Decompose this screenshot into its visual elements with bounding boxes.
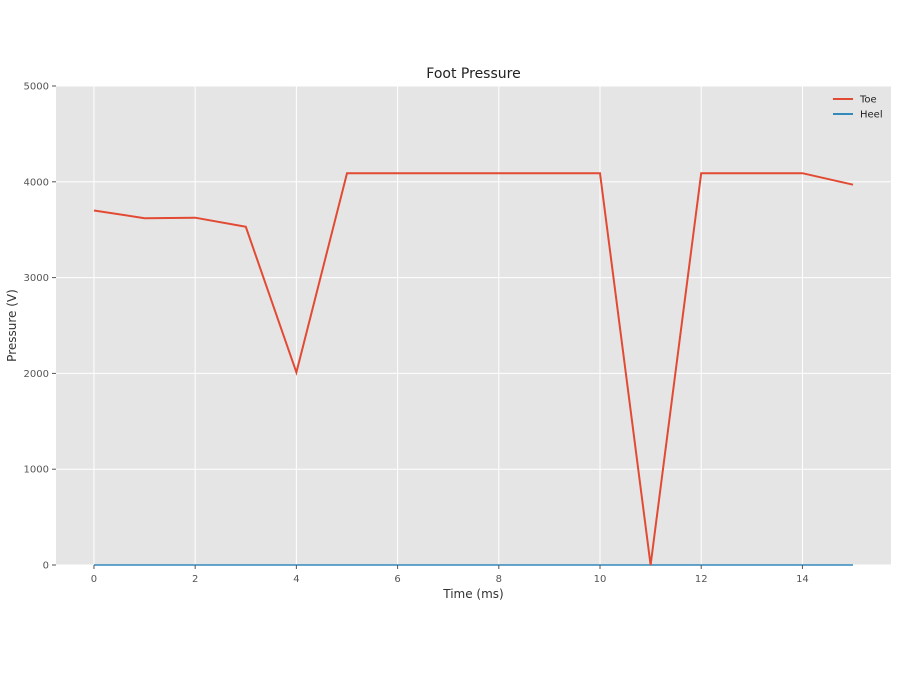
y-tick-label: 3000: [24, 273, 49, 284]
x-tick-label: 10: [594, 574, 607, 585]
y-axis-label: Pressure (V): [5, 289, 19, 362]
x-tick-label: 6: [394, 574, 400, 585]
x-axis-label: Time (ms): [442, 587, 504, 601]
x-tick-label: 12: [695, 574, 708, 585]
legend-label-heel: Heel: [860, 110, 883, 121]
legend: Toe Heel: [833, 95, 883, 121]
chart-figure: 0 2 4 6 8 10 12 14 0 1000 2000 3000 4000 5000 Foot Pr…: [0, 62, 900, 614]
chart-title: Foot Pressure: [426, 66, 520, 82]
series-line-toe: [93, 172, 854, 566]
series-layer: [93, 172, 854, 566]
x-tick-label: 4: [293, 574, 299, 585]
y-tick-label: 4000: [24, 177, 49, 188]
y-tick-label: 0: [43, 561, 49, 572]
x-tick-label: 8: [496, 574, 502, 585]
plot-area: [56, 86, 891, 565]
x-tick-label: 0: [91, 574, 97, 585]
legend-label-toe: Toe: [859, 95, 877, 106]
x-tick-label: 14: [796, 574, 809, 585]
x-tick-label: 2: [192, 574, 198, 585]
tick-labels: 0 2 4 6 8 10 12 14 0 1000 2000 3000 4000 5000: [24, 82, 809, 586]
y-tick-label: 5000: [24, 82, 49, 93]
grid-lines: [56, 85, 891, 566]
y-tick-label: 1000: [24, 465, 49, 476]
y-tick-label: 2000: [24, 369, 49, 380]
foot-pressure-chart: 0 2 4 6 8 10 12 14 0 1000 2000 3000 4000 5000 Foot Pr…: [5, 66, 891, 601]
